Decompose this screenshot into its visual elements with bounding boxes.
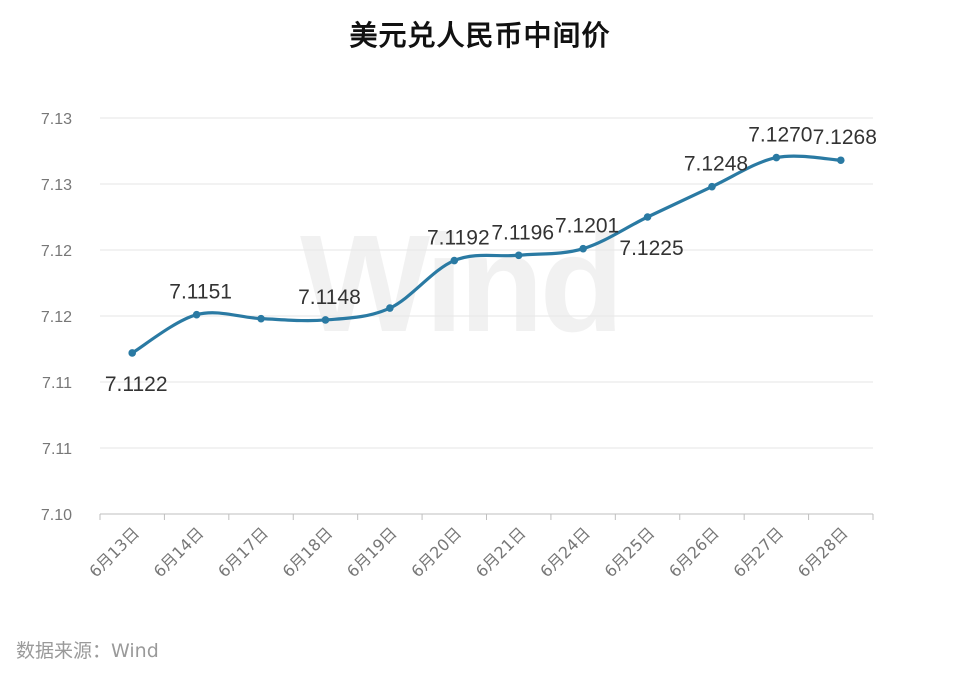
data-label: 7.1148: [298, 286, 361, 309]
y-tick-label: 7.12: [41, 243, 72, 260]
y-tick-label: 7.11: [42, 441, 72, 458]
x-tick-label: 6月24日: [536, 523, 594, 581]
data-point: [386, 304, 394, 312]
x-tick-label: 6月21日: [472, 523, 530, 581]
y-axis-ticks: 7.10 7.11 7.11 7.12 7.12 7.13 7.13: [41, 111, 72, 524]
wind-watermark: Wind: [300, 207, 624, 361]
grid-lines: [100, 117, 873, 449]
data-label: 7.1268: [813, 126, 877, 149]
data-point: [514, 251, 523, 260]
x-axis-ticks: 6月13日 6月14日 6月17日 6月18日 6月19日 6月20日 6月21日 6月24日…: [85, 523, 851, 581]
x-axis: [99, 513, 874, 520]
y-tick-label: 7.13: [41, 111, 72, 128]
series-line-layer: [130, 154, 843, 355]
data-point: [128, 349, 137, 357]
x-tick-label: 6月17日: [214, 523, 272, 581]
x-tick-label: 6月25日: [601, 523, 659, 581]
data-points: [128, 153, 845, 357]
data-label: 7.1122: [105, 373, 168, 396]
x-tick-label: 6月19日: [343, 523, 401, 581]
data-point: [836, 156, 845, 165]
data-label: 7.1151: [169, 281, 232, 304]
chart-title: 美元兑人民币中间价: [349, 19, 611, 52]
data-point: [708, 182, 716, 191]
data-point: [192, 310, 201, 319]
data-label: 7.1196: [491, 221, 554, 244]
x-tick-label: 6月27日: [730, 523, 788, 581]
data-label: 7.1201: [555, 215, 619, 238]
data-point: [772, 153, 781, 162]
data-point: [450, 256, 459, 265]
data-point: [579, 244, 587, 253]
series-line: [130, 154, 843, 355]
x-tick-label: 6月26日: [665, 523, 723, 581]
x-tick-label: 6月18日: [279, 523, 337, 581]
data-point: [321, 316, 330, 324]
y-tick-label: 7.13: [41, 177, 72, 194]
x-tick-label: 6月28日: [794, 523, 852, 581]
y-tick-label: 7.11: [42, 375, 72, 392]
data-label: 7.1270: [748, 124, 812, 147]
data-label: 7.1192: [427, 227, 490, 250]
data-label: 7.1248: [684, 153, 748, 176]
y-tick-label: 7.10: [41, 507, 72, 524]
data-point: [257, 314, 265, 323]
source-note: 数据来源：Wind: [16, 640, 159, 662]
data-label: 7.1225: [619, 237, 683, 260]
data-point: [643, 213, 652, 221]
x-tick-label: 6月14日: [150, 523, 208, 581]
x-tick-label: 6月13日: [85, 523, 143, 581]
y-tick-label: 7.12: [41, 309, 72, 326]
x-tick-label: 6月20日: [407, 523, 465, 581]
